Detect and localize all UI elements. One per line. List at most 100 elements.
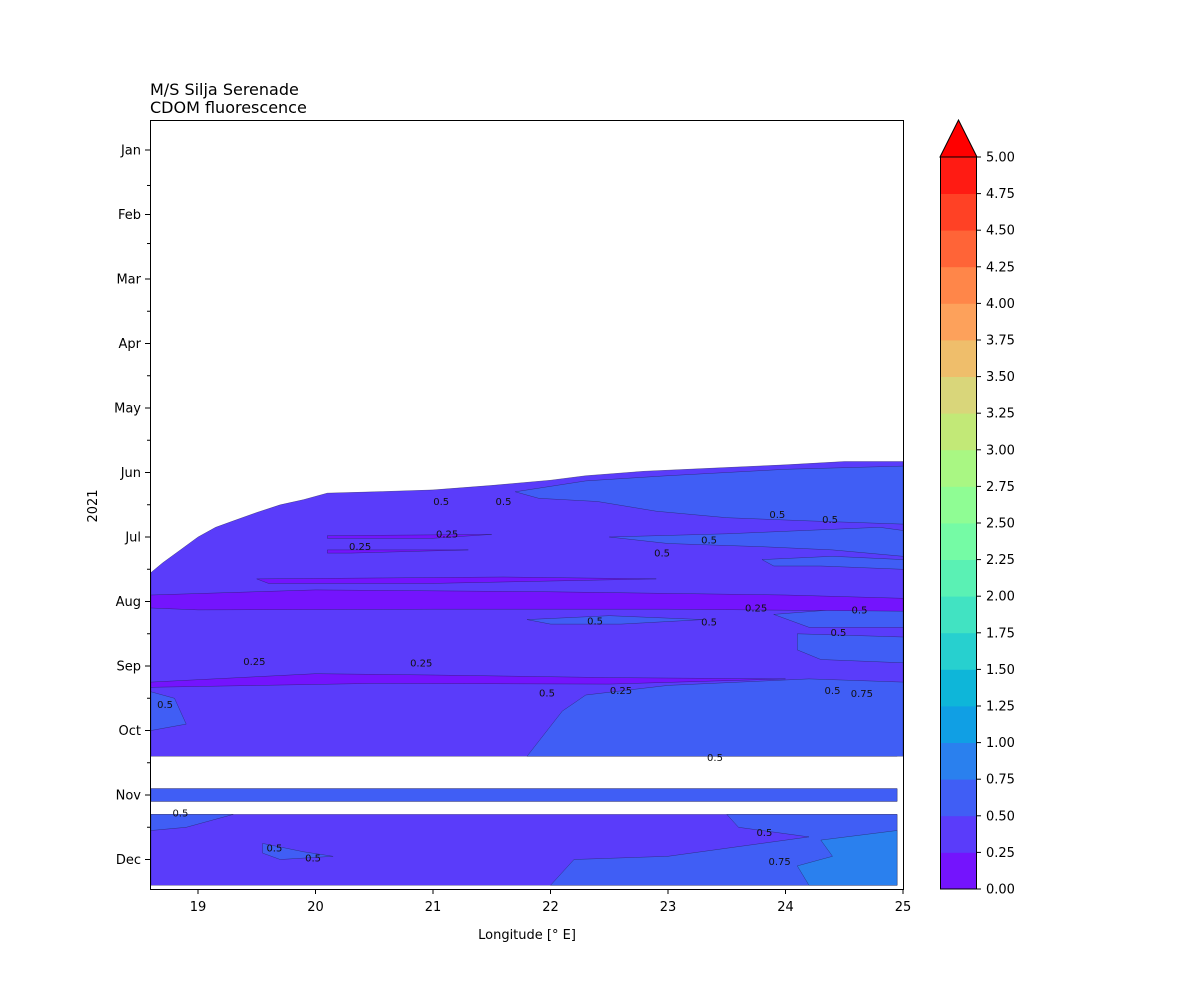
contour-label: 0.25 <box>436 529 458 540</box>
colorbar-swatch <box>940 340 977 377</box>
contour-label: 0.5 <box>701 536 717 547</box>
x-tick-label: 22 <box>542 900 559 915</box>
colorbar-swatch <box>940 157 977 194</box>
colorbar-tick-label: 5.00 <box>986 151 1015 166</box>
contour-label: 0.5 <box>701 618 717 629</box>
x-axis-label: Longitude [° E] <box>478 928 576 943</box>
x-tick-label: 23 <box>660 900 677 915</box>
y-axis-label: 2021 <box>86 489 101 522</box>
colorbar-swatch <box>940 706 977 743</box>
region-cdom-0.5-0.75 <box>151 788 898 802</box>
colorbar-tick-label: 0.25 <box>986 846 1015 861</box>
colorbar-tick-label: 1.00 <box>986 736 1015 751</box>
colorbar-swatch <box>940 449 977 487</box>
y-tick-label: Apr <box>119 337 142 352</box>
y-tick-label: Mar <box>116 273 141 288</box>
y-tick-label: Oct <box>119 724 141 739</box>
y-tick-label: Aug <box>116 595 141 610</box>
region-cdom-0.5-0.75 <box>151 691 187 731</box>
colorbar-tick-label: 0.00 <box>986 883 1015 898</box>
region-cdom-below-0.25 <box>151 589 903 612</box>
colorbar-tick-label: 2.00 <box>986 590 1015 605</box>
colorbar-swatch <box>940 376 977 414</box>
colorbar-tick-label: 3.75 <box>986 334 1015 349</box>
colorbar-swatch <box>940 852 977 890</box>
region-cdom-0.5-0.75 <box>262 843 334 860</box>
colorbar-extend-arrow <box>939 118 978 158</box>
contour-label: 0.5 <box>756 828 772 839</box>
colorbar-tick-label: 1.75 <box>986 626 1015 641</box>
contour-label: 0.25 <box>410 658 432 669</box>
y-tick-label: Jul <box>124 531 141 546</box>
region-cdom-0.5-0.75 <box>526 678 903 757</box>
x-tick-label: 25 <box>895 900 912 915</box>
colorbar-tick-label: 0.75 <box>986 773 1015 788</box>
y-tick-label: Sep <box>116 660 141 675</box>
colorbar: 0.00 0.25 0.50 0.75 1.00 1.25 1.50 1.75 2.00 2.25… <box>939 118 1015 898</box>
colorbar-swatch <box>940 266 977 304</box>
x-tick-label: 19 <box>190 900 207 915</box>
chart-title-line-2: CDOM fluorescence <box>150 98 307 117</box>
colorbar-frame <box>940 156 977 890</box>
colorbar-swatch <box>940 742 977 780</box>
region-cdom-0.5-0.75 <box>797 633 903 664</box>
colorbar-swatch <box>940 779 977 817</box>
contour-label: 0.5 <box>822 515 838 526</box>
region-cdom-0.5-0.75 <box>151 814 234 831</box>
y-tick-label: Dec <box>116 853 141 868</box>
colorbar-swatch <box>940 413 977 451</box>
colorbar-tick-label: 2.75 <box>986 480 1015 495</box>
region-cdom-0.5-0.75 <box>526 615 704 625</box>
contour-label: 0.25 <box>610 686 632 697</box>
chart-title-line-1: M/S Silja Serenade <box>150 80 299 99</box>
contour-fill <box>151 461 903 886</box>
plot-frame <box>150 120 904 890</box>
y-tick-label: May <box>114 402 141 417</box>
y-tick-label: Jun <box>120 466 141 481</box>
colorbar-swatch <box>940 596 977 634</box>
contour-label: 0.5 <box>539 689 555 700</box>
colorbar-swatch <box>940 669 977 707</box>
colorbar-tick-label: 4.50 <box>986 224 1015 239</box>
colorbar-swatch <box>940 523 977 560</box>
colorbar-swatch <box>940 815 977 853</box>
y-tick-label: Jan <box>120 144 141 159</box>
colorbar-tick-label: 4.00 <box>986 297 1015 312</box>
colorbar-tick-label: 1.25 <box>986 700 1015 715</box>
region-cdom-below-0.25 <box>151 673 786 688</box>
colorbar-swatch <box>940 303 977 341</box>
colorbar-tick-label: 2.25 <box>986 553 1015 568</box>
y-tick-label: Nov <box>116 789 142 804</box>
y-axis: Jan Feb Mar Apr May Jun Jul Aug Sep Oct Nov Dec <box>114 144 150 868</box>
colorbar-swatch <box>940 193 977 231</box>
contour-label: 0.5 <box>769 510 785 521</box>
colorbar-tick-label: 2.50 <box>986 517 1015 532</box>
colorbar-swatch <box>940 486 977 524</box>
contour-label: 0.75 <box>851 689 873 700</box>
plot-area: 0.5 0.5 0.25 0.25 0.5 0.5 0.5 0.5 0.25 0.5 0.5 0.5 0… <box>151 461 903 886</box>
region-cdom-below-0.25 <box>327 549 469 554</box>
contour-label: 0.75 <box>768 857 790 868</box>
region-cdom-0.5-0.75 <box>515 465 903 525</box>
colorbar-tick-label: 1.50 <box>986 663 1015 678</box>
contour-label: 0.5 <box>172 809 188 820</box>
region-cdom-0.5-0.75 <box>609 527 903 557</box>
colorbar-tick-label: 3.25 <box>986 407 1015 422</box>
contour-labels: 0.5 0.5 0.25 0.25 0.5 0.5 0.5 0.5 0.25 0.5 0.5 0.5 0… <box>157 497 873 868</box>
contour-label: 0.5 <box>496 497 512 508</box>
contour-label: 0.5 <box>433 497 449 508</box>
contour-label: 0.25 <box>745 604 767 615</box>
region-cdom-below-0.25 <box>256 576 657 584</box>
contour-label: 0.25 <box>349 542 371 553</box>
x-axis: 19 20 21 22 23 24 25 <box>190 890 912 915</box>
colorbar-swatch <box>940 559 977 597</box>
region-cdom-0.75-1.0 <box>796 830 898 886</box>
contour-label: 0.5 <box>707 753 723 764</box>
colorbar-tick-label: 4.75 <box>986 187 1015 202</box>
contour-label: 0.5 <box>587 616 603 627</box>
contour-label: 0.5 <box>825 686 841 697</box>
colorbar-swatch <box>940 632 977 670</box>
contour-label: 0.5 <box>305 854 321 865</box>
colorbar-swatch <box>940 230 977 268</box>
